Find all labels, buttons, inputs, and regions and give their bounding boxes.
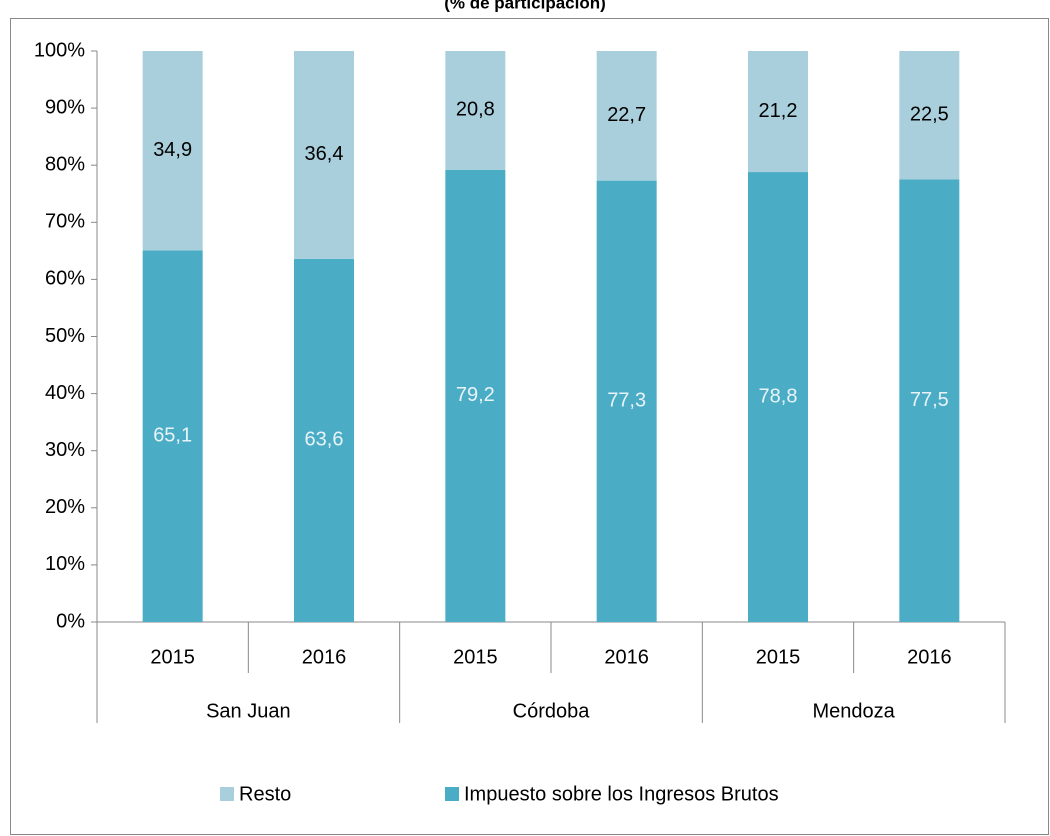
y-tick-label: 10% bbox=[45, 553, 85, 575]
bar-segment bbox=[596, 51, 657, 181]
bar-segment bbox=[445, 169, 506, 622]
value-label: 78,8 bbox=[759, 385, 798, 407]
legend-label: Resto bbox=[239, 783, 291, 805]
y-tick-label: 80% bbox=[45, 153, 85, 175]
chart-title: (% de participación) bbox=[444, 0, 606, 12]
x-tick-label: 2016 bbox=[302, 646, 347, 668]
value-label: 34,9 bbox=[153, 139, 192, 161]
y-tick-label: 70% bbox=[45, 211, 85, 233]
y-tick-label: 90% bbox=[45, 96, 85, 118]
value-label: 21,2 bbox=[759, 100, 798, 122]
value-label: 63,6 bbox=[305, 429, 344, 451]
y-tick-label: 60% bbox=[45, 268, 85, 290]
x-tick-label: 2015 bbox=[756, 646, 801, 668]
bar-segment bbox=[142, 250, 203, 623]
value-label: 22,7 bbox=[607, 104, 646, 126]
value-label: 22,5 bbox=[910, 104, 949, 126]
bar-segment bbox=[294, 258, 354, 622]
bar-segment bbox=[596, 180, 657, 622]
bar-segment bbox=[748, 51, 808, 173]
legend-swatch bbox=[220, 787, 234, 801]
group-label: San Juan bbox=[206, 700, 291, 722]
x-tick-label: 2015 bbox=[453, 646, 498, 668]
group-label: Córdoba bbox=[513, 700, 591, 722]
group-label: Mendoza bbox=[813, 700, 896, 722]
value-label: 77,5 bbox=[910, 389, 949, 411]
bar-segment bbox=[294, 51, 354, 259]
value-label: 36,4 bbox=[305, 143, 344, 165]
y-tick-label: 50% bbox=[45, 325, 85, 347]
legend-label: Impuesto sobre los Ingresos Brutos bbox=[464, 783, 779, 805]
value-label: 77,3 bbox=[607, 390, 646, 412]
x-tick-label: 2015 bbox=[150, 646, 195, 668]
bar-segment bbox=[748, 172, 808, 622]
x-tick-label: 2016 bbox=[604, 646, 649, 668]
value-label: 20,8 bbox=[456, 99, 495, 121]
legend-swatch bbox=[445, 787, 459, 801]
y-tick-label: 40% bbox=[45, 382, 85, 404]
bar-segment bbox=[899, 51, 960, 180]
y-tick-label: 0% bbox=[56, 610, 85, 632]
value-label: 65,1 bbox=[153, 424, 192, 446]
y-tick-label: 100% bbox=[34, 39, 85, 61]
x-tick-label: 2016 bbox=[907, 646, 952, 668]
y-tick-label: 20% bbox=[45, 496, 85, 518]
bar-segment bbox=[445, 51, 506, 170]
bar-segment bbox=[899, 179, 960, 622]
bar-segment bbox=[142, 51, 203, 251]
value-label: 79,2 bbox=[456, 384, 495, 406]
y-tick-label: 30% bbox=[45, 439, 85, 461]
chart-border bbox=[10, 18, 1049, 835]
